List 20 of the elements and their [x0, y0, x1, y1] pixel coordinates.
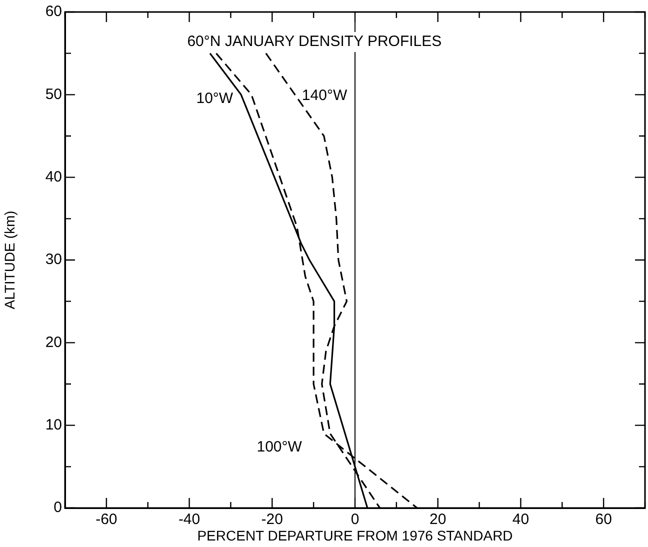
x-tick-label: -40	[178, 511, 200, 528]
y-tick-label: 40	[45, 168, 62, 186]
y-axis-title: ALTITUDE (km)	[1, 210, 18, 310]
text: 60°N JANUARY DENSITY PROFILES	[187, 33, 442, 50]
x-tick-label: -20	[261, 511, 283, 528]
series-label: 10°W	[196, 90, 234, 107]
y-tick-label: 50	[45, 86, 62, 103]
x-axis-title: PERCENT DEPARTURE FROM 1976 STANDARD	[197, 527, 513, 544]
x-tick-label: 0	[350, 511, 360, 528]
x-tick-label: -60	[96, 511, 118, 528]
y-tick-label: 10	[45, 416, 62, 434]
series-label: 140°W	[302, 87, 348, 104]
y-tick-label: 30	[45, 251, 62, 268]
y-tick-label: 60	[45, 3, 62, 20]
series-label: 100°W	[256, 438, 303, 456]
x-tick-label: 60	[595, 511, 612, 528]
y-tick-label: 20	[45, 334, 62, 351]
x-tick-label: 40	[512, 511, 530, 528]
x-tick-label: 20	[430, 511, 446, 528]
y-tick-label: 0	[54, 499, 62, 516]
